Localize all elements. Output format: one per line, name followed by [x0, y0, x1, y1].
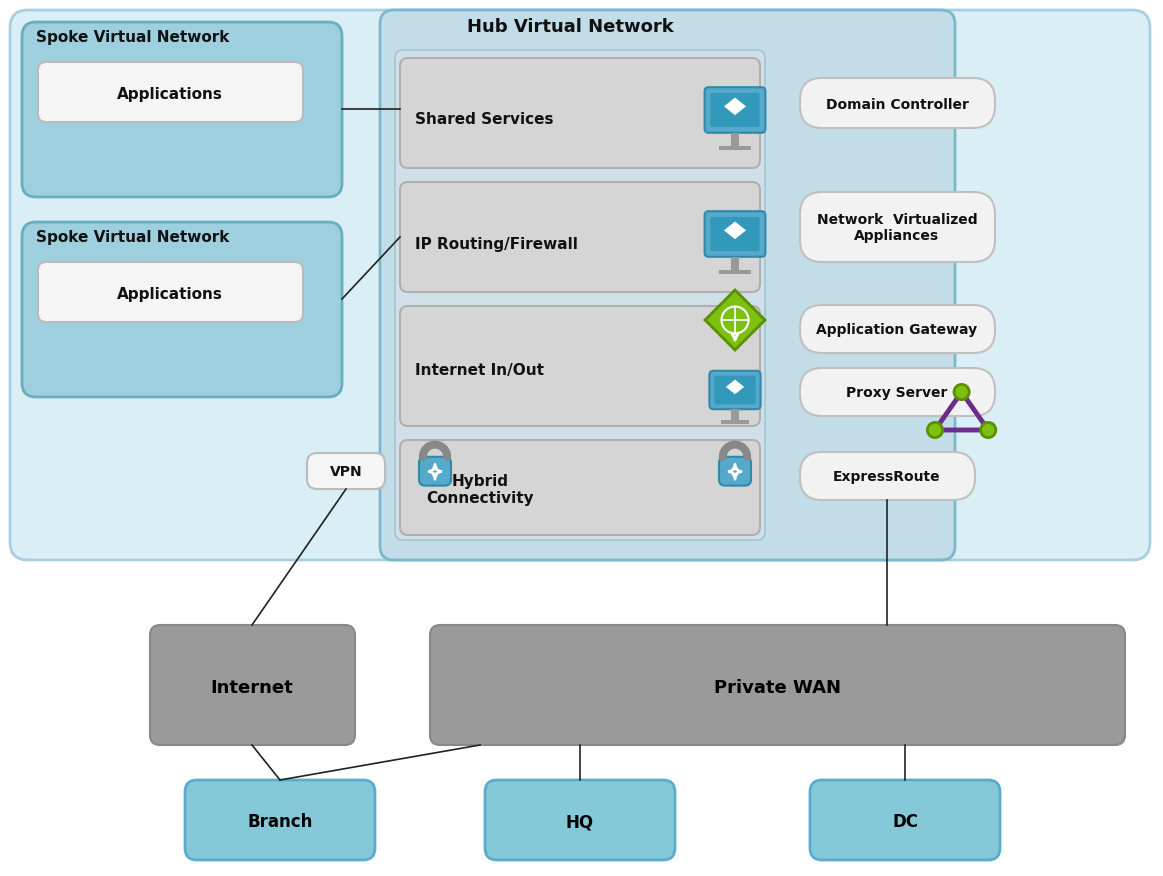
FancyBboxPatch shape	[419, 456, 451, 485]
Circle shape	[980, 422, 996, 438]
Text: VPN: VPN	[329, 465, 363, 479]
FancyBboxPatch shape	[705, 88, 765, 133]
FancyBboxPatch shape	[22, 222, 342, 397]
Text: DC: DC	[892, 813, 918, 831]
Text: Branch: Branch	[248, 813, 313, 831]
FancyBboxPatch shape	[800, 368, 996, 416]
FancyBboxPatch shape	[380, 10, 955, 560]
Text: Spoke Virtual Network: Spoke Virtual Network	[36, 230, 229, 245]
FancyBboxPatch shape	[307, 453, 385, 489]
Bar	[730, 133, 740, 146]
Bar	[719, 270, 751, 274]
Text: ExpressRoute: ExpressRoute	[833, 470, 941, 484]
FancyBboxPatch shape	[185, 780, 374, 860]
Polygon shape	[723, 221, 747, 240]
Text: IP Routing/Firewall: IP Routing/Firewall	[415, 237, 578, 251]
Polygon shape	[723, 96, 747, 117]
FancyBboxPatch shape	[395, 50, 765, 540]
Text: Private WAN: Private WAN	[713, 679, 841, 697]
FancyBboxPatch shape	[38, 262, 304, 322]
FancyBboxPatch shape	[705, 211, 765, 257]
Text: Applications: Applications	[117, 287, 223, 302]
FancyBboxPatch shape	[800, 192, 996, 262]
Polygon shape	[725, 378, 745, 395]
FancyBboxPatch shape	[709, 371, 761, 409]
FancyBboxPatch shape	[800, 78, 996, 128]
FancyBboxPatch shape	[400, 306, 759, 426]
Bar	[719, 146, 751, 150]
FancyBboxPatch shape	[10, 10, 1150, 560]
FancyBboxPatch shape	[800, 452, 975, 500]
Text: Hub Virtual Network: Hub Virtual Network	[466, 18, 673, 36]
Text: Internet In/Out: Internet In/Out	[415, 363, 544, 378]
Circle shape	[927, 422, 942, 438]
FancyBboxPatch shape	[719, 456, 751, 485]
Text: Domain Controller: Domain Controller	[826, 98, 969, 112]
Text: Internet: Internet	[211, 679, 293, 697]
Text: Spoke Virtual Network: Spoke Virtual Network	[36, 30, 229, 45]
FancyBboxPatch shape	[22, 22, 342, 197]
FancyBboxPatch shape	[400, 182, 759, 292]
FancyBboxPatch shape	[800, 305, 996, 353]
Polygon shape	[705, 290, 765, 350]
FancyBboxPatch shape	[38, 62, 304, 122]
Text: Network  Virtualized
Appliances: Network Virtualized Appliances	[816, 213, 977, 244]
FancyBboxPatch shape	[714, 376, 756, 405]
Bar	[730, 257, 740, 270]
FancyBboxPatch shape	[485, 780, 675, 860]
Text: Proxy Server: Proxy Server	[847, 386, 948, 400]
FancyBboxPatch shape	[400, 440, 759, 535]
FancyBboxPatch shape	[711, 217, 759, 251]
Bar	[732, 409, 739, 420]
Text: Hybrid
Connectivity: Hybrid Connectivity	[426, 474, 534, 506]
FancyBboxPatch shape	[150, 625, 355, 745]
FancyBboxPatch shape	[809, 780, 1000, 860]
Circle shape	[954, 385, 969, 399]
FancyBboxPatch shape	[430, 625, 1125, 745]
Text: Application Gateway: Application Gateway	[816, 323, 978, 337]
Bar	[721, 420, 749, 424]
FancyBboxPatch shape	[711, 93, 759, 127]
Text: Applications: Applications	[117, 88, 223, 102]
Text: Shared Services: Shared Services	[415, 112, 554, 128]
FancyBboxPatch shape	[400, 58, 759, 168]
Text: HQ: HQ	[566, 813, 594, 831]
